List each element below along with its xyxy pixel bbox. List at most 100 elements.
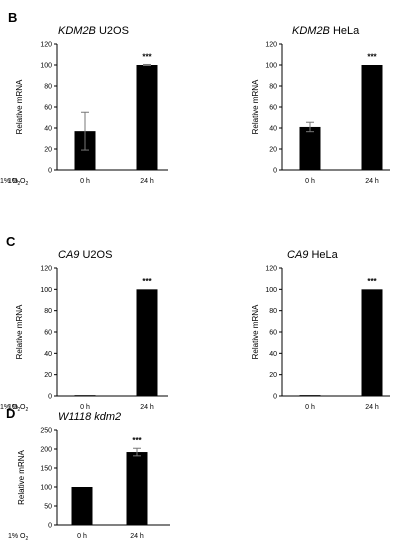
chart-title: KDM2B U2OS [58, 25, 129, 37]
bar-24h [136, 289, 158, 396]
y-tick-label: 40 [269, 126, 277, 133]
y-tick-label: 100 [265, 63, 277, 70]
y-tick-label: 60 [44, 105, 52, 112]
y-tick-label: 120 [40, 42, 52, 49]
y-tick-label: 0 [273, 168, 277, 175]
chart-title-rest: HeLa [330, 25, 360, 37]
x-tick-label: 0 h [80, 178, 90, 185]
row-label-subscript: 2 [26, 181, 29, 187]
row-label-subscript: 2 [26, 407, 29, 413]
chart-title: W1118 kdm2 [58, 411, 121, 423]
y-tick-label: 200 [40, 447, 52, 454]
y-tick-label: 100 [40, 485, 52, 492]
y-axis-label: Relative mRNA [251, 304, 260, 359]
row-label-o2: 1% O2 [0, 178, 21, 187]
y-tick-label: 20 [44, 147, 52, 154]
chart-b-u2os: KDM2B U2OS 0 20 40 60 80 100 120 Relative mRNA 1%… [8, 25, 168, 187]
bar-0h [299, 126, 321, 170]
chart-title: KDM2B HeLa [292, 25, 360, 37]
chart-title: CA9 HeLa [287, 249, 339, 261]
y-tick-label: 120 [265, 42, 277, 49]
y-tick-label: 120 [40, 266, 52, 273]
x-tick-label: 24 h [365, 404, 379, 411]
significance-label: *** [132, 436, 142, 445]
chart-title-rest: U2OS [96, 25, 129, 37]
y-tick-label: 80 [269, 84, 277, 91]
y-tick-label: 150 [40, 466, 52, 473]
x-tick-label: 0 h [305, 178, 315, 185]
row-label-subscript: 2 [26, 536, 29, 542]
panel-letter-b: B [8, 10, 17, 25]
y-tick-label: 100 [265, 287, 277, 294]
bar-0h [74, 131, 96, 170]
y-tick-label: 60 [269, 105, 277, 112]
significance-label: *** [367, 277, 377, 286]
y-tick-label: 80 [44, 84, 52, 91]
y-tick-label: 250 [40, 428, 52, 435]
significance-label: *** [142, 277, 152, 286]
chart-title-italic: CA9 [287, 249, 308, 261]
y-tick-label: 100 [40, 287, 52, 294]
bar-0h [71, 487, 93, 525]
row-label-subscript: 2 [18, 407, 21, 413]
y-tick-label: 0 [48, 394, 52, 401]
row-label-o2: 1% O2 [8, 178, 29, 187]
y-tick-label: 40 [269, 351, 277, 358]
significance-label: *** [142, 52, 152, 61]
x-tick-label: 24 h [130, 533, 144, 540]
bar-0h [74, 395, 96, 396]
row-label-main: 1% O [0, 178, 18, 185]
chart-title: CA9 U2OS [58, 249, 112, 261]
y-axis-label: Relative mRNA [17, 450, 26, 505]
y-tick-label: 0 [48, 523, 52, 530]
chart-title-rest: HeLa [308, 249, 338, 261]
row-label-subscript: 2 [18, 181, 21, 187]
x-tick-label: 24 h [140, 178, 154, 185]
bar-24h [126, 452, 148, 525]
y-axis-label: Relative mRNA [251, 79, 260, 134]
row-label-main: 1% O [0, 404, 18, 411]
y-tick-label: 80 [44, 308, 52, 315]
row-label-o2: 1% O2 [8, 404, 29, 413]
y-tick-label: 20 [269, 147, 277, 154]
panel-letter-d: D [6, 406, 15, 421]
y-tick-label: 0 [273, 394, 277, 401]
x-tick-label: 24 h [365, 178, 379, 185]
x-tick-label: 0 h [77, 533, 87, 540]
y-tick-label: 40 [44, 351, 52, 358]
bar-24h [136, 65, 158, 170]
significance-label: *** [367, 53, 377, 62]
y-tick-label: 100 [40, 63, 52, 70]
chart-d-w1118: W1118 kdm2 0 50 100 150 200 250 Relative mRNA 1%… [8, 411, 170, 542]
y-tick-label: 50 [44, 504, 52, 511]
chart-title-italic: CA9 [58, 249, 79, 261]
x-tick-label: 0 h [80, 404, 90, 411]
x-tick-label: 0 h [305, 404, 315, 411]
y-axis-label: Relative mRNA [15, 304, 24, 359]
y-tick-label: 20 [269, 372, 277, 379]
row-label-main: 1% O [8, 404, 26, 411]
row-label-main: 1% O [8, 533, 26, 540]
chart-title-rest: U2OS [79, 249, 112, 261]
y-tick-label: 20 [44, 372, 52, 379]
y-tick-label: 80 [269, 308, 277, 315]
y-axis-label: Relative mRNA [15, 79, 24, 134]
row-label-main: 1% O [8, 178, 26, 185]
row-label-o2: 1% O2 [0, 404, 21, 413]
y-tick-label: 40 [44, 126, 52, 133]
row-label-o2: 1% O2 [8, 533, 29, 542]
panel-letter-c: C [6, 234, 16, 249]
bar-0h [299, 395, 321, 396]
x-tick-label: 24 h [140, 404, 154, 411]
chart-c-u2os: CA9 U2OS 0 20 40 60 80 100 120 Relative mRNA 1% O… [8, 249, 168, 413]
y-tick-label: 0 [48, 168, 52, 175]
y-tick-label: 60 [44, 330, 52, 337]
y-tick-label: 120 [265, 266, 277, 273]
bar-24h [361, 65, 383, 170]
bar-24h [361, 289, 383, 396]
chart-title-italic: W1118 kdm2 [58, 411, 121, 423]
